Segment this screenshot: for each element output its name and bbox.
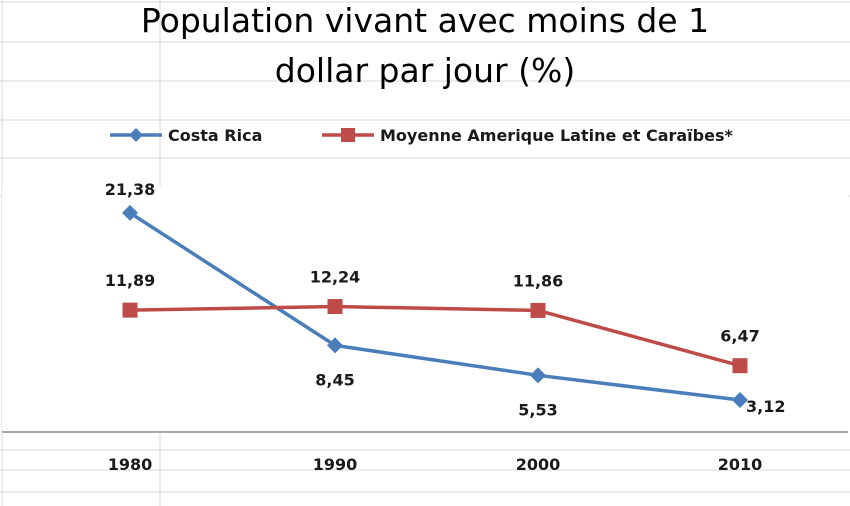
series-line [129,211,741,402]
data-point-square [327,299,343,315]
data-point-square [732,358,748,374]
data-point-diamond [732,392,748,409]
x-tick-label: 2000 [516,455,561,474]
legend-item: Moyenne Amerique Latine et Caraïbes* [322,126,733,145]
data-label: 11,86 [513,271,564,290]
data-point-diamond [327,337,343,354]
data-point-square [530,302,546,318]
series-amerique-latine: 11,89 12,24 11,86 6,47 [105,268,760,374]
x-tick-label: 1990 [313,455,358,474]
legend-label: Moyenne Amerique Latine et Caraïbes* [380,126,733,145]
series-costa-rica: 21,38 8,45 5,53 3,12 [105,180,786,419]
data-label: 5,53 [518,400,557,419]
legend: Costa Rica Moyenne Amerique Latine et Car… [110,126,733,145]
series-line [129,304,741,368]
legend-marker-square [341,128,355,142]
data-label: 21,38 [105,180,156,199]
data-label: 6,47 [720,327,759,346]
legend-marker-diamond [129,128,143,142]
data-point-square [122,302,138,318]
data-point-diamond [530,367,546,384]
series-layer: 21,38 8,45 5,53 3,12 11,89 12,24 11,86 6,47 [105,180,786,419]
x-tick-label: 1980 [108,455,153,474]
data-point-diamond [122,204,138,221]
chart-title-line-1: Population vivant avec moins de 1 [141,1,709,40]
legend-label: Costa Rica [168,126,262,145]
x-tick-label: 2010 [718,455,763,474]
chart-title-line-2: dollar par jour (%) [275,51,575,90]
x-axis-ticks: 1980 1990 2000 2010 [108,455,763,474]
data-label: 12,24 [310,268,361,287]
data-label: 8,45 [315,370,354,389]
data-label: 11,89 [105,271,156,290]
legend-item: Costa Rica [110,126,262,145]
data-label: 3,12 [746,397,785,416]
